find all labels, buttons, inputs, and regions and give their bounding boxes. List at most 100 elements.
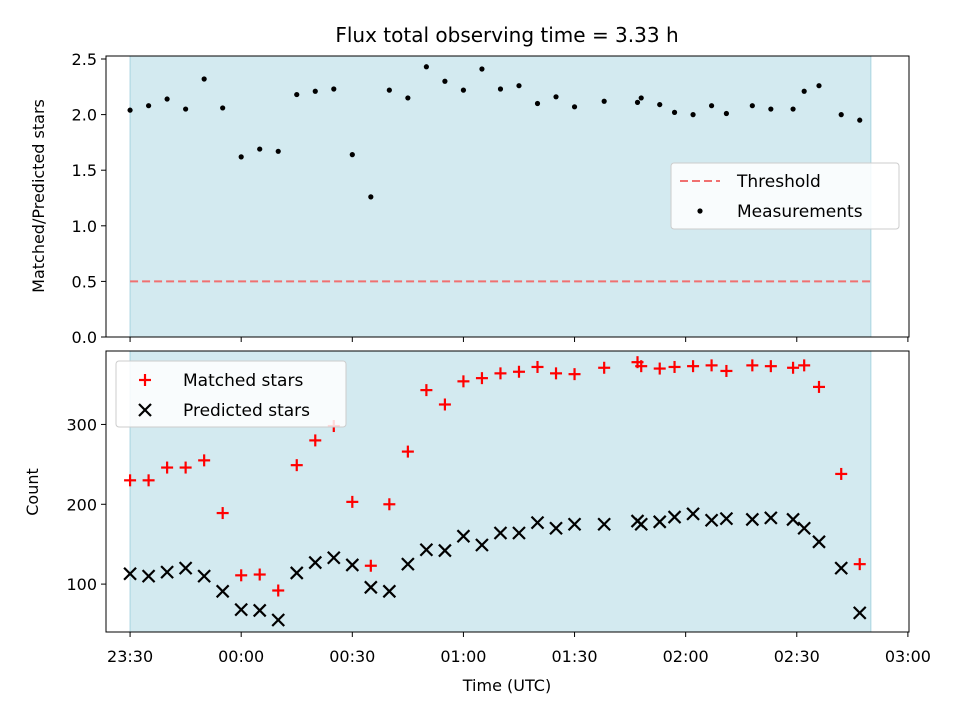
measurement-point: [368, 194, 374, 200]
matched-star-point: [568, 368, 581, 381]
measurement-point: [238, 154, 244, 160]
measurement-point: [183, 106, 189, 112]
time-x-axis: 23:30 00:00 00:30 01:00 01:30 02:00 02:30 03:00: [107, 632, 931, 666]
time-x-tick-label: 01:00: [440, 647, 486, 666]
matched-star-point: [835, 467, 848, 480]
predicted-star-point: [745, 512, 760, 527]
predicted-star-mark-b: [382, 584, 397, 599]
time-x-tick-label: 00:00: [218, 647, 264, 666]
predicted-star-point: [475, 538, 489, 552]
matched-star-point: [420, 384, 433, 397]
predicted-star-mark-b: [289, 566, 304, 580]
measurement-point: [331, 86, 337, 92]
count-y-axis-label: Count: [23, 468, 42, 516]
predicted-star-point: [345, 558, 360, 572]
count-y-tick-label: 100: [66, 575, 97, 594]
predicted-star-point: [289, 566, 304, 580]
ratio-plot-frame: [105, 55, 910, 338]
measurement-point: [534, 100, 541, 107]
matched-star-point: [598, 361, 611, 374]
predicted-star-mark-b: [652, 515, 667, 529]
measurement-point: [838, 112, 844, 118]
ratio-y-tick-label: 1.5: [72, 161, 97, 180]
measurement-point: [127, 107, 133, 113]
predicted-star-mark-b: [764, 511, 778, 525]
matched-star-point: [531, 360, 544, 373]
measurement-point: [405, 95, 411, 101]
measurement-point: [312, 88, 318, 94]
measurement-point: [442, 78, 448, 84]
predicted-star-mark-b: [634, 517, 648, 532]
predicted-star-mark-b: [271, 613, 286, 627]
predicted-star-point: [852, 606, 867, 620]
measurement-point: [768, 106, 774, 112]
predicted-star-point: [704, 513, 719, 528]
measurement-point: [386, 87, 392, 93]
matched-star-point: [290, 459, 303, 472]
measurement-point: [816, 83, 822, 89]
matched-star-point: [346, 495, 359, 508]
ratio-y-axis: 0.0 0.5 1.0 1.5 2.0 2.5: [72, 50, 106, 347]
matched-star-point: [494, 367, 507, 380]
predicted-star-mark-b: [160, 565, 174, 579]
measurement-point: [657, 101, 663, 108]
predicted-star-mark-b: [308, 555, 323, 570]
predicted-star-point: [764, 511, 778, 525]
predicted-star-mark-b: [493, 526, 508, 540]
measurement-point: [634, 99, 641, 105]
matched-star-point: [653, 362, 666, 375]
predicted-star-mark-b: [475, 538, 489, 552]
predicted-star-point: [234, 602, 248, 617]
matched-star-point: [216, 507, 229, 520]
matched-star-point: [853, 558, 866, 571]
legend-predicted-swatch: [138, 403, 152, 417]
matched-star-point: [457, 375, 470, 388]
matched-star-point: [272, 584, 285, 597]
predicted-star-mark-b: [234, 602, 248, 617]
count-y-axis: 100 200 300: [66, 415, 106, 594]
predicted-star-mark-b: [123, 566, 137, 581]
matched-star-point: [787, 361, 800, 374]
predicted-star-mark-b: [141, 569, 156, 583]
matched-star-point: [798, 359, 811, 372]
predicted-star-mark-b: [704, 513, 719, 528]
legend-predicted-label: Predicted stars: [183, 401, 310, 421]
ratio-y-tick-label: 1.0: [72, 217, 97, 236]
chart-title: Flux total observing time = 3.33 h: [335, 23, 678, 47]
matched-star-point: [512, 365, 525, 378]
predicted-star-mark-b: [364, 580, 378, 595]
predicted-star-point: [530, 515, 545, 530]
matched-star-point: [438, 398, 451, 411]
legend-measurement-label: Measurements: [737, 202, 863, 222]
count-panel: 100 200 300 23:30 00:00 00:30 01:00 01:30 02:00…: [23, 350, 931, 695]
predicted-star-point: [197, 569, 211, 583]
measurement-point: [749, 103, 755, 109]
predicted-star-mark-b: [530, 515, 545, 530]
ratio-panel: 0.0 0.5 1.0 1.5 2.0 2.5 Matched/Predicted sta…: [29, 50, 910, 347]
legend-measurement-swatch: [697, 208, 703, 214]
time-x-tick-label: 02:00: [663, 647, 709, 666]
predicted-star-mark-b: [667, 510, 682, 524]
matched-star-point: [764, 360, 777, 373]
matched-star-point: [475, 372, 488, 385]
measurement-point: [516, 83, 522, 89]
ratio-y-axis-label: Matched/Predicted stars: [29, 99, 48, 293]
predicted-star-point: [438, 543, 452, 558]
matched-star-point: [309, 434, 322, 447]
predicted-star-point: [512, 526, 526, 540]
predicted-star-point: [797, 521, 811, 535]
predicted-star-point: [178, 561, 193, 575]
predicted-star-mark-b: [549, 521, 563, 535]
matched-star-point: [235, 569, 248, 582]
time-x-tick-label: 23:30: [107, 647, 153, 666]
predicted-star-mark-b: [401, 557, 415, 571]
matched-star-point: [161, 461, 174, 474]
measurement-point: [257, 146, 263, 152]
predicted-star-point: [667, 510, 682, 524]
predicted-stars-points: [123, 507, 867, 627]
matched-star-point: [550, 367, 563, 380]
count-y-tick-label: 200: [66, 495, 97, 514]
predicted-star-point: [597, 517, 611, 532]
count-legend-box: [115, 360, 347, 428]
